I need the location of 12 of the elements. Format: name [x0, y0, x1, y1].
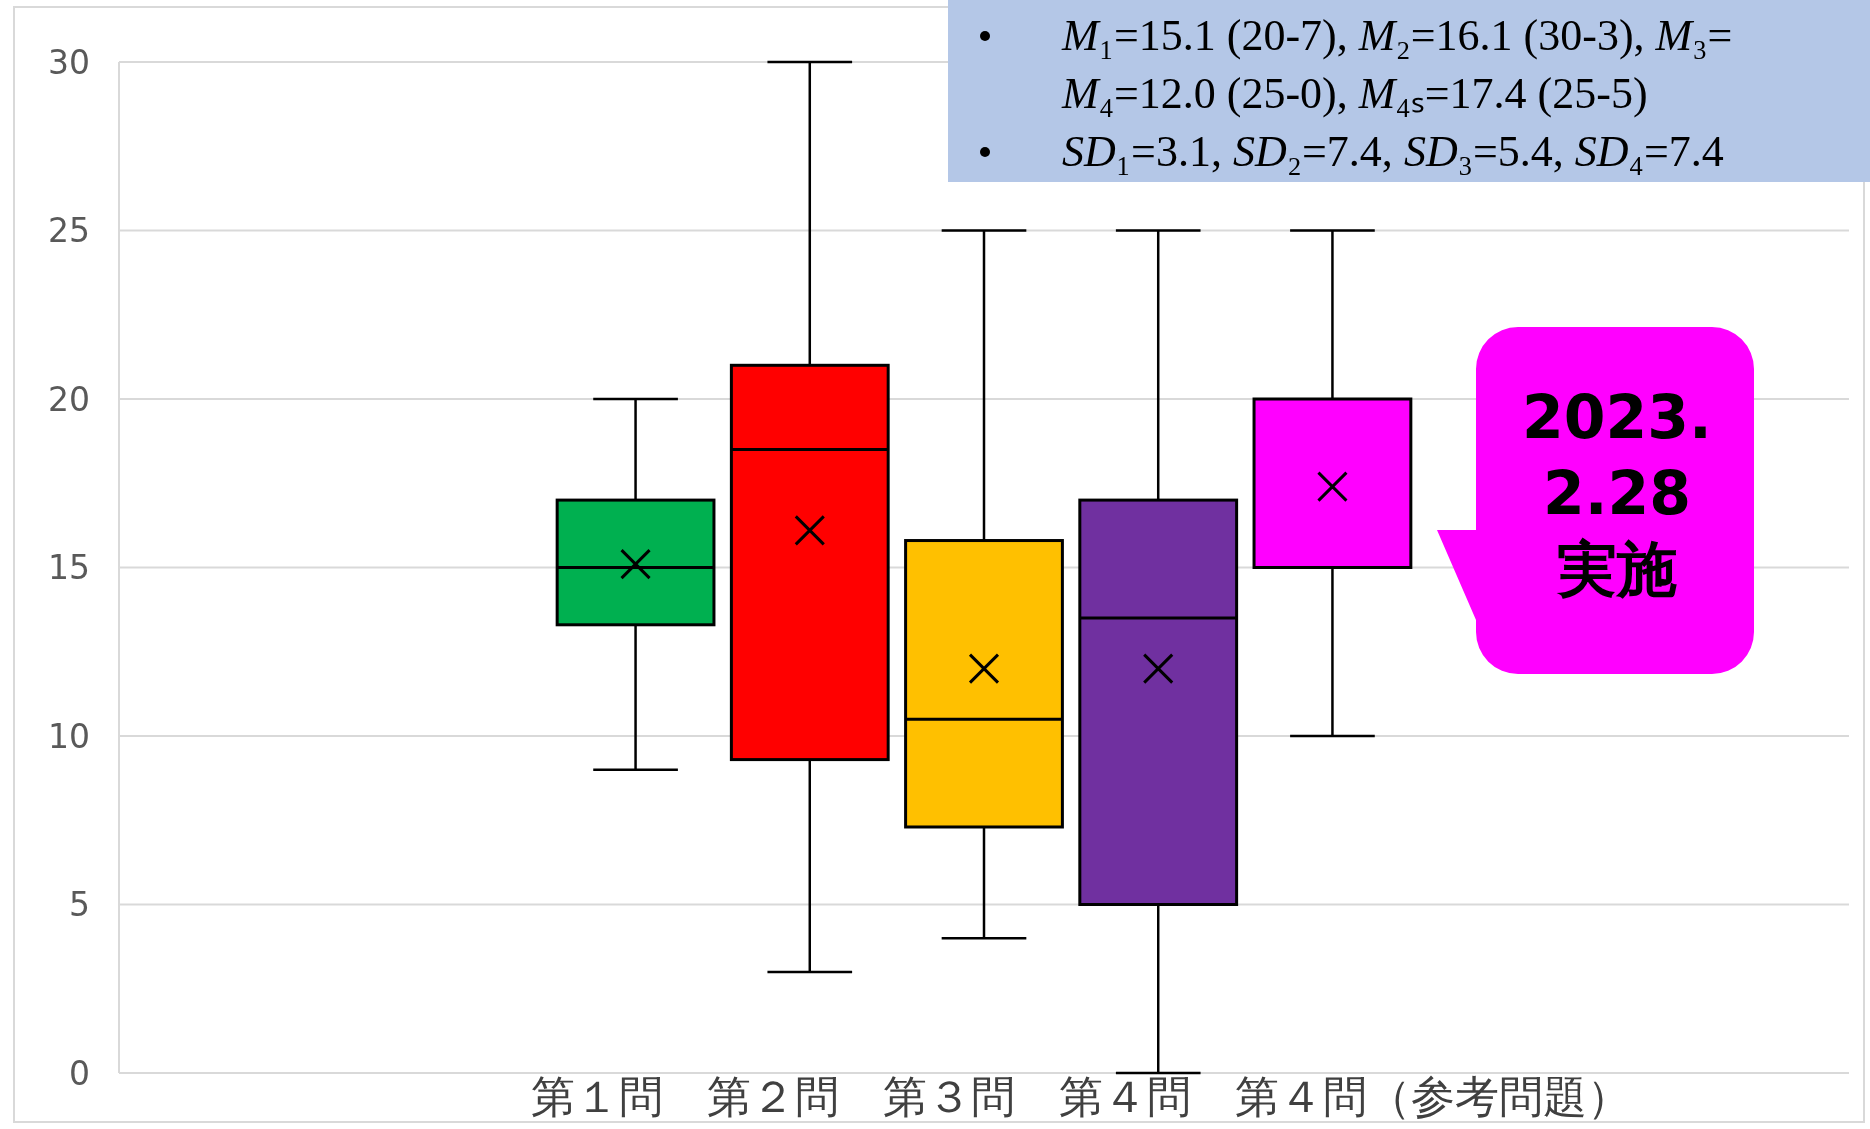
y-tick-label: 20 [48, 379, 90, 419]
callout: 2023. 2.28 実施 [1437, 327, 1754, 674]
y-tick-label: 30 [48, 42, 90, 82]
x-tick-label: 第１問 第２問 第３問 第４問 第４問（参考問題） [531, 1071, 1632, 1122]
annotation: SD₁=3.1, SD₂=7.4, SD₃=5.4, SD₄=7.4 [1062, 127, 1724, 176]
annotation: 2023. 2.28 実施 [1522, 382, 1712, 604]
y-tick-label: 10 [48, 716, 90, 756]
y-tick-label: 5 [69, 885, 90, 924]
y-tick-label: 0 [69, 1053, 90, 1093]
text: M₁=15.1 (20-7), M₂=16.1 (30-3), M₃= M₄=12.0 (25-0), M₄ₛ=17.4 (25-5) [1062, 11, 1733, 118]
y-tick-label: 25 [48, 211, 90, 250]
y-tick-label: 15 [48, 548, 90, 587]
